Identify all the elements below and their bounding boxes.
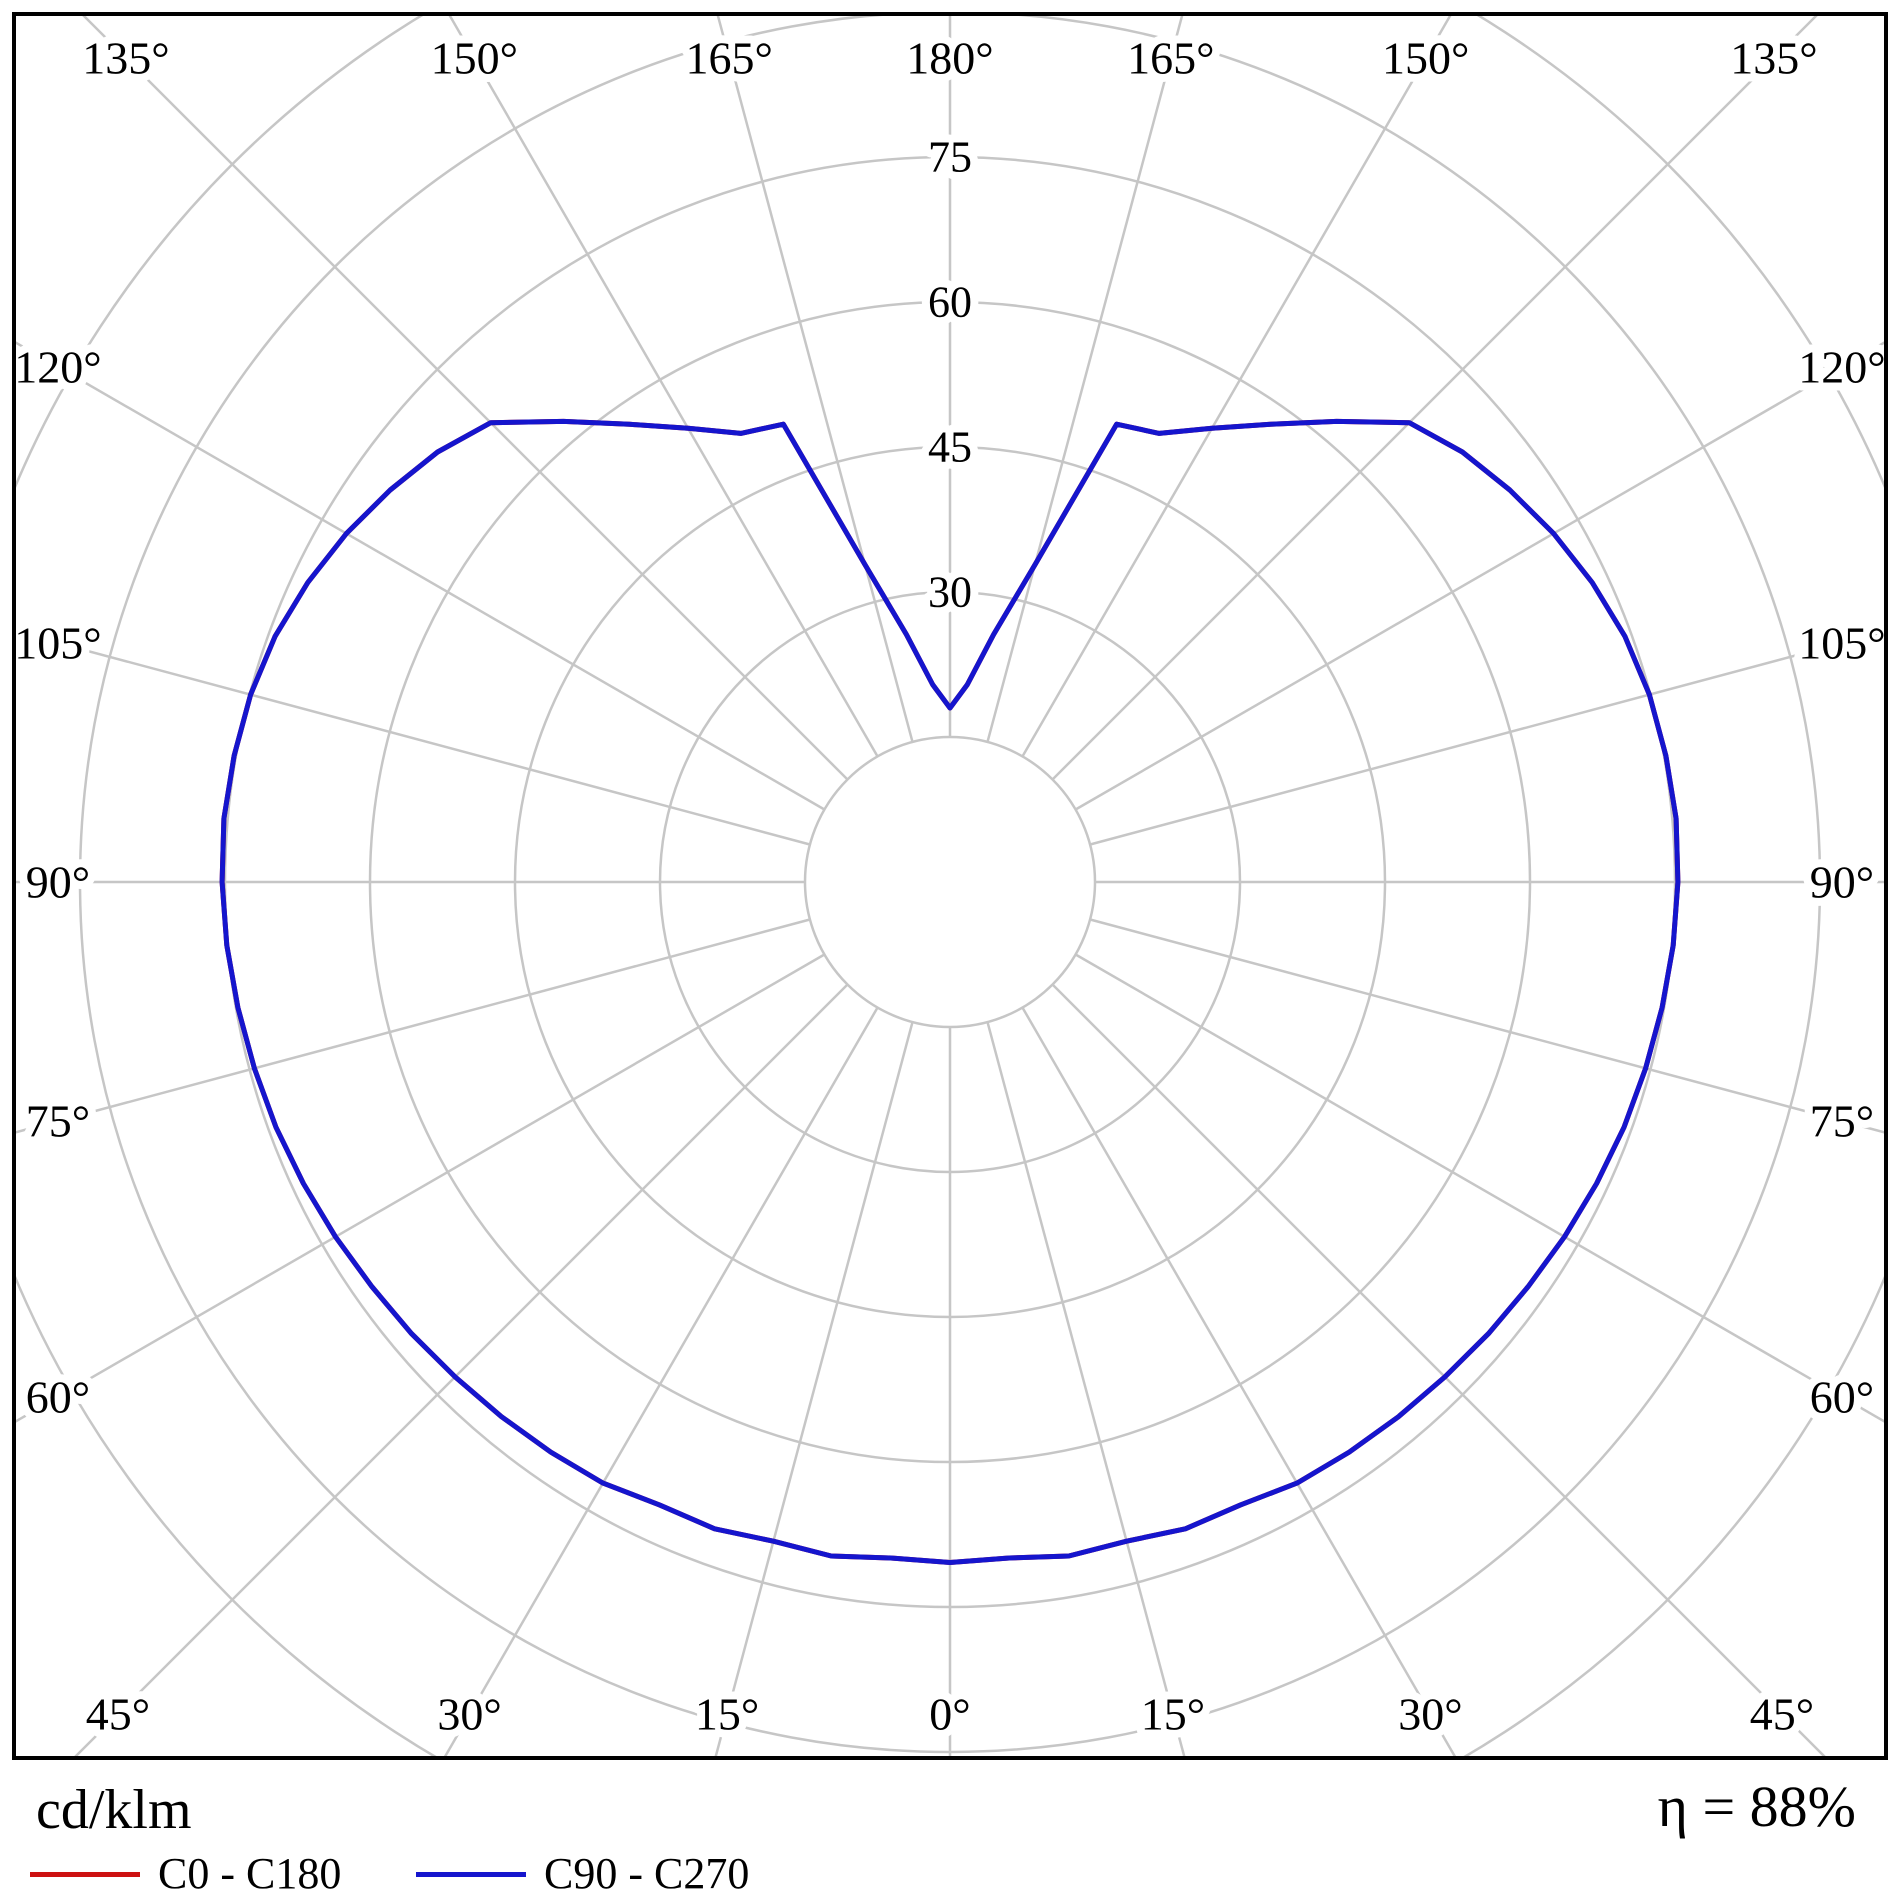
- angle-label-60-left: 60°: [26, 1372, 90, 1423]
- grid-spoke-240: [12, 338, 826, 811]
- angle-label-45-left: 45°: [86, 1689, 150, 1740]
- polar-grid: [12, 12, 1888, 1760]
- legend-item-c90-c270: C90 - C270: [416, 1852, 749, 1896]
- grid-spoke-150: [1021, 12, 1454, 758]
- legend-item-c0-c180: C0 - C180: [30, 1852, 341, 1896]
- angle-label-30-left: 30°: [437, 1689, 501, 1740]
- grid-spoke-120: [1074, 338, 1888, 811]
- grid-spoke-105: [1089, 629, 1888, 846]
- angle-label-105-left: 105°: [14, 618, 101, 669]
- grid-spoke-330: [441, 1006, 879, 1760]
- angle-label-90-right: 90°: [1810, 857, 1874, 908]
- legend-label-c90-c270: C90 - C270: [544, 1849, 750, 1898]
- legend-label-c0-c180: C0 - C180: [158, 1849, 342, 1898]
- angle-label-75-right: 75°: [1810, 1096, 1874, 1147]
- grid-spoke-210: [446, 12, 879, 758]
- grid-spoke-75: [1089, 918, 1888, 1135]
- angle-label-135-left: 135°: [82, 33, 169, 84]
- angle-label-0-right: 0°: [929, 1689, 970, 1740]
- grid-spoke-225: [78, 12, 849, 781]
- angle-label-105-right: 105°: [1798, 618, 1885, 669]
- radial-label-75: 75: [928, 133, 972, 182]
- grid-spoke-60: [1074, 953, 1888, 1426]
- grid-spoke-135: [1051, 12, 1822, 781]
- grid-spoke-30: [1021, 1006, 1459, 1760]
- chart-border: [12, 12, 1888, 1760]
- polar-chart: 0° 15° 15° 30° 30° 45° 45° 60° 60° 75° 75° 90° 90° 10…: [12, 12, 1888, 1760]
- units-label: cd/klm: [36, 1779, 192, 1841]
- angle-label-120-left: 120°: [14, 342, 101, 393]
- grid-spoke-45: [1051, 983, 1830, 1760]
- grid-ring-15: [803, 735, 1097, 1029]
- grid-spoke-300: [12, 953, 826, 1426]
- angle-label-135-right: 135°: [1730, 33, 1817, 84]
- radial-label-60: 60: [928, 278, 972, 327]
- legend-line-c0-c180: [30, 1871, 140, 1877]
- angle-label-15-right: 15°: [1141, 1689, 1205, 1740]
- grid-spoke-345: [713, 1021, 914, 1760]
- angle-label-120-right: 120°: [1798, 342, 1885, 393]
- grid-spoke-285: [12, 918, 811, 1135]
- grid-spoke-15: [986, 1021, 1187, 1760]
- grid-spoke-315: [70, 983, 849, 1760]
- angle-label-150-right: 150°: [1382, 33, 1469, 84]
- angle-label-180-right: 180°: [906, 33, 993, 84]
- angle-label-75-left: 75°: [26, 1096, 90, 1147]
- angle-label-165-right: 165°: [1127, 33, 1214, 84]
- radial-label-30: 30: [928, 568, 972, 617]
- grid-spoke-195: [715, 12, 914, 743]
- curve-c90-c270: [219, 418, 1681, 1565]
- angle-label-30-right: 30°: [1398, 1689, 1462, 1740]
- angle-label-150-left: 150°: [431, 33, 518, 84]
- efficiency-label: η = 88%: [1657, 1774, 1856, 1839]
- angle-label-165-left: 165°: [685, 33, 772, 84]
- radial-label-45: 45: [928, 423, 972, 472]
- grid-spoke-255: [12, 629, 811, 846]
- angle-label-15-left: 15°: [695, 1689, 759, 1740]
- legend-line-c90-c270: [416, 1871, 526, 1877]
- angle-label-45-right: 45°: [1750, 1689, 1814, 1740]
- angle-label-90-left: 90°: [26, 857, 90, 908]
- angle-label-60-right: 60°: [1810, 1372, 1874, 1423]
- grid-spoke-165: [986, 12, 1185, 743]
